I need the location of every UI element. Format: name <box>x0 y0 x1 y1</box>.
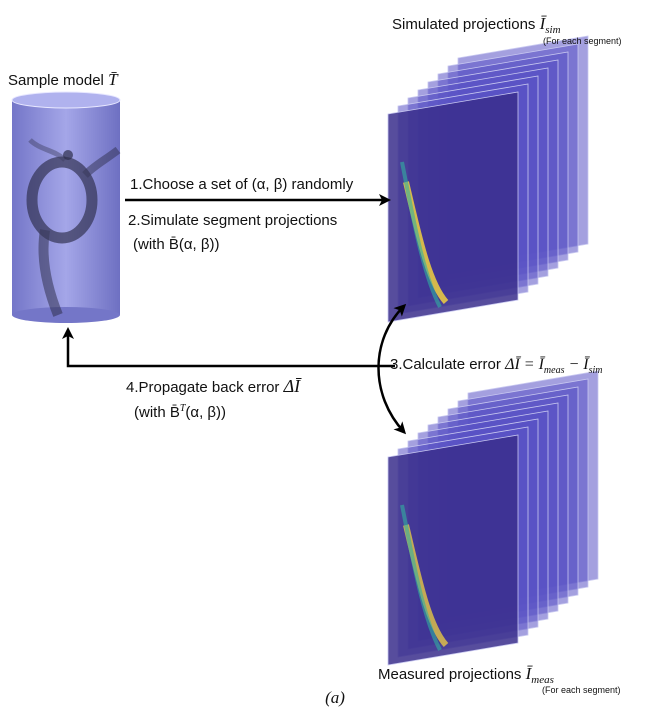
error-arrow <box>377 303 407 435</box>
step3-minus: − Ī <box>564 356 589 373</box>
sample-model-text: Sample model <box>8 72 104 89</box>
simulated-subscript: sim <box>545 24 561 36</box>
caption-text: (a) <box>325 688 345 707</box>
measured-note: (For each segment) <box>542 685 621 695</box>
measured-projections-label: Measured projections Īmeas <box>378 664 554 686</box>
simulated-projections-stack <box>387 35 589 323</box>
sample-model-label: Sample model T̄ <box>8 70 118 90</box>
measured-projections-stack <box>387 370 599 666</box>
step4-text: 4.Propagate back error <box>126 379 280 396</box>
step4-sub-label: (with B̄T(α, β)) <box>134 403 226 421</box>
simulated-symbol: Ī <box>539 14 546 33</box>
step4-symbol: ΔĪ <box>283 376 301 396</box>
measured-symbol: Ī <box>525 664 532 683</box>
step3-sub-meas: meas <box>543 365 565 376</box>
projection-plane <box>387 434 519 666</box>
simulated-note: (For each segment) <box>543 36 622 46</box>
measured-subscript: meas <box>531 674 554 686</box>
step1-label: 1.Choose a set of (α, β) randomly <box>130 176 354 193</box>
sample-model-symbol: T̄ <box>108 70 118 89</box>
step3-sub-sim: sim <box>588 365 603 376</box>
step4-end: (α, β)) <box>185 404 227 421</box>
sample-model-cylinder <box>11 91 121 323</box>
step3-label: 3.Calculate error ΔĪ = Īmeas − Īsim <box>390 356 603 376</box>
measured-text: Measured projections <box>378 666 522 683</box>
step3-text: 3.Calculate error <box>390 356 501 373</box>
step4-sub-text: (with B̄ <box>134 404 180 421</box>
step4-sup: T <box>179 403 186 414</box>
sample-structure <box>26 138 121 317</box>
step4-label: 4.Propagate back error ΔĪ <box>126 376 300 397</box>
intensity-streak-secondary <box>400 504 442 651</box>
backprop-arrow <box>62 327 395 368</box>
projection-plane <box>387 91 519 323</box>
step2-sub-label: (with B̄(α, β)) <box>133 236 220 253</box>
intensity-streak-secondary <box>400 161 442 308</box>
simulated-projections-label: Simulated projections Īsim <box>392 14 561 36</box>
step2-label: 2.Simulate segment projections <box>128 212 338 229</box>
simulated-text: Simulated projections <box>392 16 536 33</box>
step3-eq: ΔĪ = Ī <box>505 356 544 373</box>
figure-caption: (a) <box>0 688 670 708</box>
